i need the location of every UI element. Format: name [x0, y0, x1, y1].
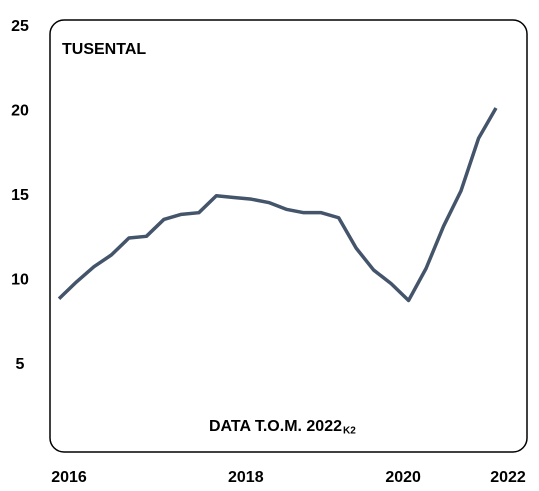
- y-tick-label: 5: [16, 356, 25, 373]
- unit-label: TUSENTAL: [62, 41, 146, 58]
- plot-frame: [49, 19, 528, 453]
- x-tick-label: 2018: [228, 469, 264, 486]
- x-tick-label: 2016: [51, 469, 87, 486]
- x-tick-label: 2022: [490, 469, 526, 486]
- y-tick-label: 25: [11, 18, 29, 35]
- line-series: [57, 107, 498, 303]
- annotation: DATA T.O.M. 2022: [209, 418, 342, 435]
- annotation-sub: K2: [343, 426, 356, 437]
- x-tick-label: 2020: [385, 469, 421, 486]
- y-tick-label: 20: [11, 103, 29, 120]
- y-tick-label: 15: [11, 187, 29, 204]
- y-tick-label: 10: [11, 271, 29, 288]
